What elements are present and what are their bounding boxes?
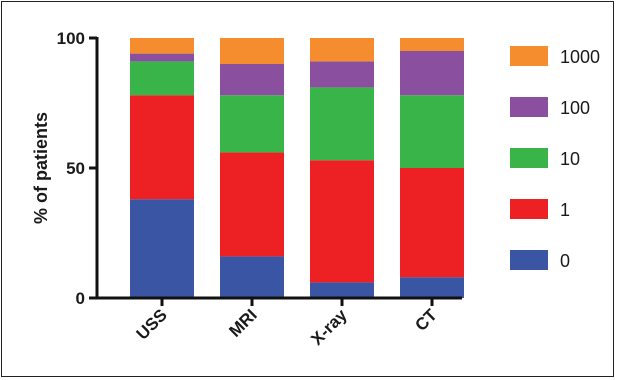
bar-segment-ct-1000 <box>400 38 464 51</box>
bar-segment-x-ray-1 <box>310 160 374 283</box>
x-tick-label: MRI <box>225 305 260 340</box>
bar-segment-mri-1000 <box>220 38 284 64</box>
legend-swatch-0 <box>510 250 548 270</box>
legend-swatch-100 <box>510 97 548 117</box>
y-tick-label: 0 <box>76 289 85 308</box>
y-tick-label: 50 <box>66 159 85 178</box>
bar-segment-uss-1 <box>130 95 194 200</box>
bar-segment-ct-0 <box>400 277 464 298</box>
y-tick-label: 100 <box>57 29 85 48</box>
bar-segment-x-ray-10 <box>310 87 374 161</box>
y-axis-title: % of patients <box>31 112 51 224</box>
legend-label-0: 0 <box>560 251 570 271</box>
axes-layer: 0 50 100 <box>57 29 462 308</box>
bar-segment-mri-0 <box>220 256 284 298</box>
bar-segment-uss-1000 <box>130 38 194 54</box>
bar-segment-x-ray-1000 <box>310 38 374 62</box>
x-tick-label: CT <box>411 305 441 335</box>
legend-swatch-10 <box>510 148 548 168</box>
bar-segment-ct-10 <box>400 95 464 168</box>
bar-segment-mri-100 <box>220 64 284 96</box>
x-tick-label: USS <box>133 305 171 343</box>
legend-swatch-1000 <box>510 46 548 66</box>
bar-segment-x-ray-100 <box>310 61 374 88</box>
x-tick-label: X-ray <box>307 305 351 349</box>
legend-label-1000: 1000 <box>560 47 600 67</box>
bar-segment-x-ray-0 <box>310 282 374 298</box>
bar-segment-uss-0 <box>130 199 194 298</box>
bar-segment-ct-1 <box>400 168 464 278</box>
bar-segment-ct-100 <box>400 51 464 96</box>
bar-segment-uss-100 <box>130 53 194 62</box>
bar-segment-uss-10 <box>130 61 194 96</box>
legend-label-1: 1 <box>560 200 570 220</box>
bar-segment-mri-1 <box>220 152 284 257</box>
legend-swatch-1 <box>510 199 548 219</box>
legend-label-100: 100 <box>560 98 590 118</box>
bar-segment-mri-10 <box>220 95 284 153</box>
bars-layer: USS MRI X-ray CT <box>130 38 464 349</box>
legend-label-10: 10 <box>560 149 580 169</box>
